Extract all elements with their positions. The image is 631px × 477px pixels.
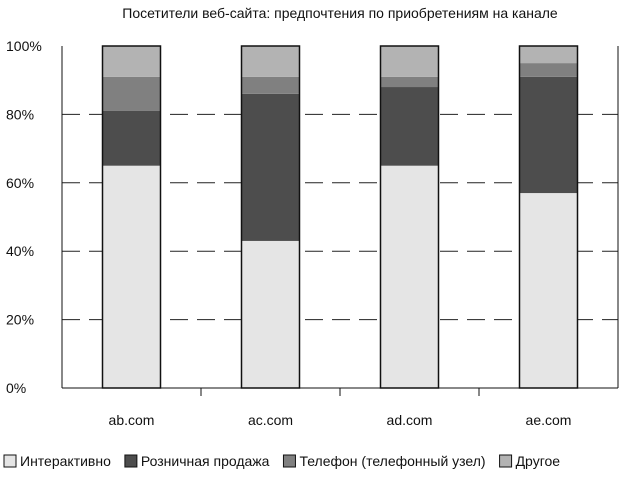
legend: Интерактивно Розничная продажа Телефон (те…	[3, 453, 561, 469]
bar-segment-ac.com-3	[241, 46, 300, 77]
bar-segment-ab.com-3	[102, 46, 161, 77]
x-tick-label: ab.com	[109, 412, 155, 428]
legend-swatch-1	[124, 454, 138, 468]
legend-swatch-3	[499, 454, 513, 468]
bar-segment-ac.com-2	[241, 76, 300, 94]
y-tick-label: 20%	[6, 312, 34, 328]
legend-label-3: Другое	[516, 453, 561, 469]
y-tick-label: 80%	[6, 106, 34, 122]
bar-segment-ae.com-2	[519, 63, 578, 77]
y-tick-label: 60%	[6, 175, 34, 191]
bar-segment-ae.com-1	[519, 76, 578, 194]
y-tick-label: 100%	[6, 38, 42, 54]
bar-segment-ab.com-0	[102, 165, 161, 388]
legend-label-1: Розничная продажа	[141, 453, 270, 469]
bar-segment-ae.com-0	[519, 193, 578, 388]
y-tick-label: 40%	[6, 243, 34, 259]
bar-segment-ac.com-1	[241, 93, 300, 241]
legend-label-2: Телефон (телефонный узел)	[299, 453, 485, 469]
bars	[101, 45, 579, 389]
y-tick-labels: 0% 20% 40% 60% 80% 100%	[6, 38, 42, 396]
bar-segment-ae.com-3	[519, 46, 578, 64]
legend-label-0: Интерактивно	[20, 453, 111, 469]
bar-segment-ad.com-0	[380, 165, 439, 388]
bar-segment-ad.com-1	[380, 87, 439, 166]
bar-segment-ab.com-2	[102, 76, 161, 111]
chart-title: Посетители веб-сайта: предпочтения по пр…	[122, 5, 558, 21]
x-tick-label: ae.com	[526, 412, 572, 428]
x-tick-label: ac.com	[248, 412, 293, 428]
x-tick-labels: ab.com ac.com ad.com ae.com	[109, 412, 572, 428]
bar-segment-ad.com-2	[380, 76, 439, 88]
legend-swatch-0	[3, 454, 17, 468]
x-tick-label: ad.com	[387, 412, 433, 428]
legend-swatch-2	[282, 454, 296, 468]
bar-segment-ab.com-1	[102, 110, 161, 166]
y-tick-label: 0%	[6, 380, 26, 396]
bar-segment-ac.com-0	[241, 240, 300, 388]
axes	[61, 46, 619, 396]
bar-segment-ad.com-3	[380, 46, 439, 77]
